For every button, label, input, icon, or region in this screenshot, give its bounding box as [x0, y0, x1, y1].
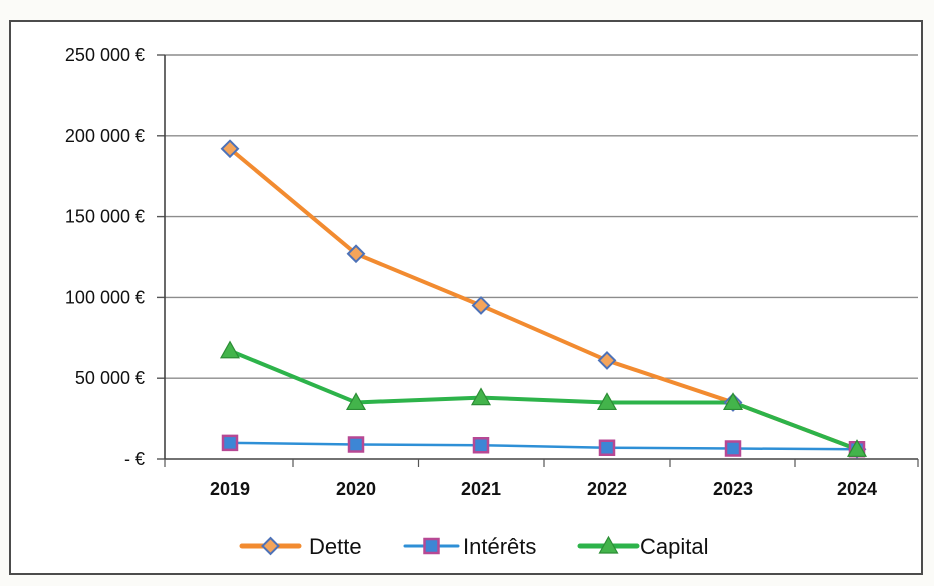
y-tick-label-1: 200 000 €	[65, 126, 145, 146]
legend-label-0: Dette	[309, 534, 362, 559]
y-tick-label-5: - €	[124, 449, 145, 469]
series-line-dette	[228, 146, 859, 452]
data-point-capital-2023	[722, 392, 744, 411]
data-point-interets-2023	[724, 440, 742, 457]
x-tick-label-2022: 2022	[587, 479, 627, 499]
x-tick-label-2024: 2024	[837, 479, 877, 499]
data-point-interets-2021	[472, 437, 490, 454]
y-tick-label-0: 250 000 €	[65, 45, 145, 65]
y-tick-label-3: 100 000 €	[65, 287, 145, 307]
series-lines	[228, 146, 859, 452]
data-point-capital-2019	[219, 340, 241, 359]
x-tick-label-2023: 2023	[713, 479, 753, 499]
data-point-capital-2024	[846, 439, 868, 457]
data-point-dette-2020	[346, 244, 366, 264]
x-tick-label-2020: 2020	[336, 479, 376, 499]
data-point-dette-2021	[471, 296, 491, 315]
data-point-dette-2019	[220, 139, 240, 159]
series-line-capital	[228, 348, 859, 452]
data-point-capital-2021	[470, 387, 492, 406]
legend-marker-0	[261, 536, 280, 556]
data-point-capital-2022	[596, 392, 618, 411]
legend-marker-1	[423, 537, 440, 555]
legend: Dette Intérêts Capital	[239, 534, 708, 559]
data-point-capital-2020	[345, 392, 367, 411]
series-markers	[219, 139, 868, 459]
series-line-interets	[228, 441, 859, 451]
grid-lines	[165, 54, 918, 379]
data-point-interets-2019	[221, 434, 239, 452]
data-point-interets-2022	[598, 439, 616, 456]
legend-label-2: Capital	[640, 534, 708, 559]
data-point-dette-2022	[597, 351, 617, 370]
y-tick-label-2: 150 000 €	[65, 207, 145, 227]
data-point-interets-2020	[347, 436, 365, 453]
legend-label-1: Intérêts	[463, 534, 536, 559]
x-tick-label-2021: 2021	[461, 479, 501, 499]
axes: 250 000 € 200 000 € 150 000 € 100 000 € 50 0…	[65, 45, 919, 499]
x-tick-label-2019: 2019	[210, 479, 250, 499]
legend-marker-2	[598, 535, 619, 554]
y-tick-label-4: 50 000 €	[75, 368, 145, 388]
